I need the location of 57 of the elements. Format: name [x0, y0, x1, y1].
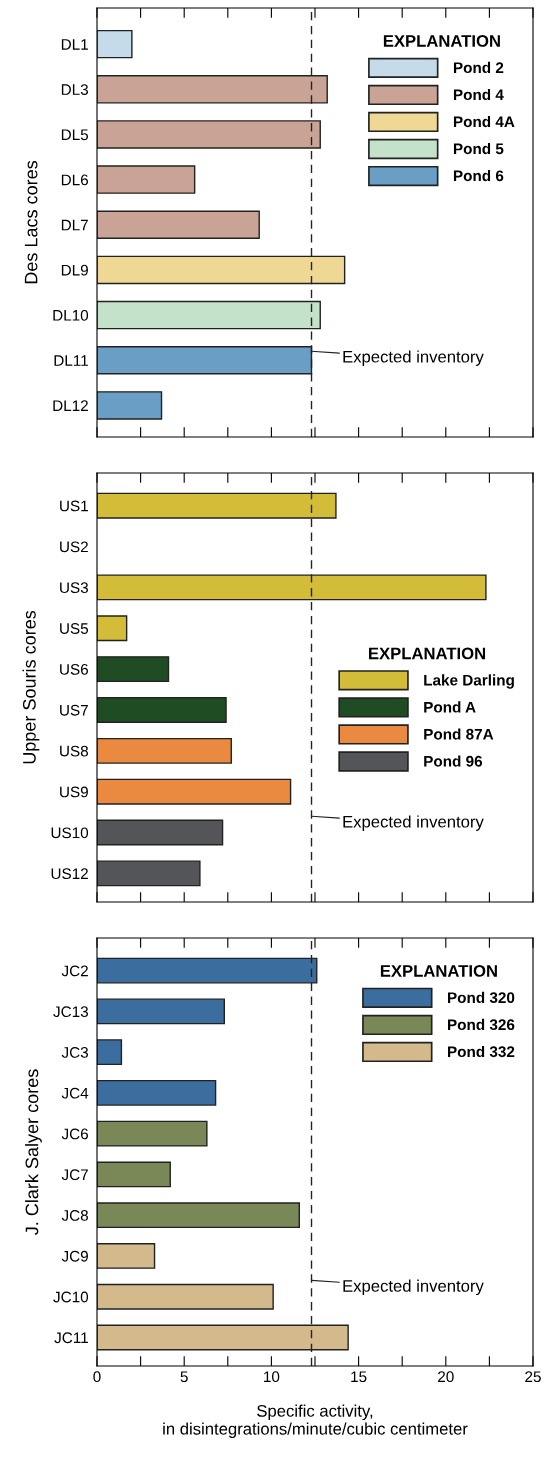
legend-label: Pond 320	[447, 991, 515, 1004]
y-tick-label: US8	[60, 745, 88, 757]
y-axis-title: J. Clark Salyer cores	[25, 1069, 42, 1235]
x-tick-label: 10	[264, 1371, 280, 1383]
y-tick-label: US3	[60, 582, 88, 594]
legend-label: Lake Darling	[424, 674, 514, 689]
y-tick-label: JC13	[53, 1006, 88, 1018]
y-tick-label: DL7	[61, 219, 88, 231]
y-tick-label: US1	[60, 500, 88, 512]
ref-line-label: Expected inventory	[343, 1279, 484, 1296]
y-tick-label: US9	[60, 786, 88, 798]
y-tick-label: US6	[60, 663, 88, 675]
ref-line-label: Expected inventory	[343, 815, 484, 831]
y-tick-label: DL12	[53, 400, 88, 411]
y-tick-label: DL10	[53, 309, 89, 321]
legend-title: EXPLANATION	[369, 647, 486, 660]
x-tick-label: 25	[525, 1371, 541, 1383]
x-axis-title: Specific activity, in disintegrations/minute/cubic centimeter	[163, 1404, 468, 1439]
x-tick-label: 0	[93, 1371, 101, 1383]
y-tick-label: US10	[51, 827, 89, 839]
x-tick-label: 20	[438, 1371, 454, 1383]
legend-label: Pond 5	[453, 142, 504, 155]
legend-label: Pond 4	[453, 88, 504, 101]
y-tick-label: US2	[60, 541, 88, 553]
y-tick-label: DL5	[61, 129, 89, 141]
legend-label: Pond 6	[453, 170, 504, 182]
y-tick-label: JC3	[61, 1047, 88, 1058]
y-tick-label: DL6	[61, 174, 88, 186]
y-axis-title: Upper Souris cores	[22, 610, 40, 764]
y-tick-label: US12	[51, 868, 88, 880]
legend-title: EXPLANATION	[383, 35, 500, 47]
legend-label: Pond 2	[453, 61, 504, 74]
y-tick-label: US5	[60, 623, 89, 634]
legend-label: Pond A	[424, 701, 476, 713]
y-tick-label: JC9	[61, 1250, 88, 1262]
y-tick-label: US7	[60, 704, 88, 716]
y-tick-label: DL9	[61, 264, 88, 276]
y-tick-label: JC2	[61, 965, 88, 977]
y-tick-label: JC7	[61, 1169, 88, 1181]
legend-label: Pond 87A	[424, 728, 494, 740]
legend-label: Pond 4A	[453, 115, 515, 128]
y-tick-label: JC8	[61, 1210, 88, 1221]
y-tick-label: JC4	[61, 1087, 89, 1099]
x-tick-label: 5	[180, 1371, 188, 1383]
legend-label: Pond 96	[424, 755, 483, 767]
y-axis-title: Des Lacs cores	[24, 160, 38, 284]
legend-label: Pond 326	[447, 1018, 515, 1031]
x-tick-label: 15	[351, 1371, 367, 1383]
y-tick-label: JC6	[61, 1128, 88, 1140]
legend-label: Pond 332	[447, 1045, 515, 1058]
ref-line-label: Expected inventory	[343, 350, 484, 366]
y-tick-label: JC10	[53, 1291, 89, 1303]
y-tick-label: DL3	[61, 84, 88, 95]
y-tick-label: DL1	[61, 39, 88, 50]
y-tick-label: DL11	[54, 355, 88, 366]
y-tick-label: JC11	[54, 1332, 88, 1344]
legend-title: EXPLANATION	[380, 965, 497, 977]
